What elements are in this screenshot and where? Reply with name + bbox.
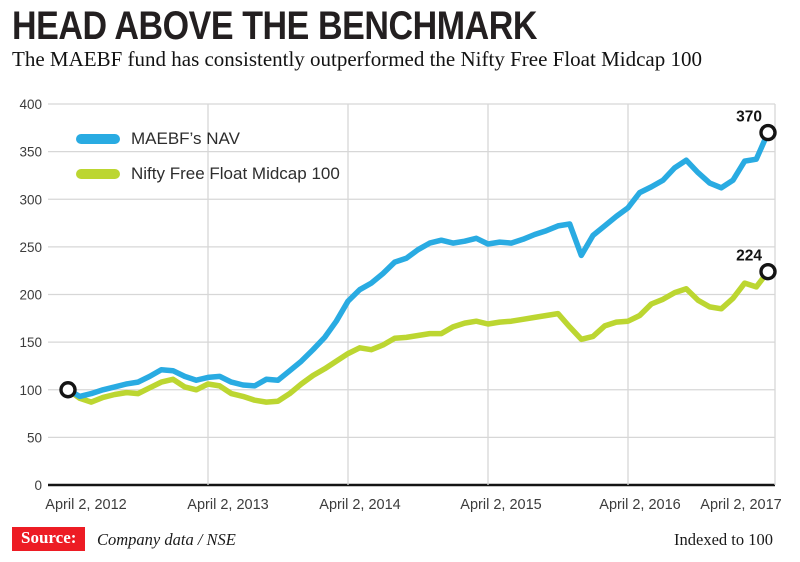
- x-axis-tick-label: April 2, 2016: [599, 497, 680, 513]
- y-axis-tick-label: 350: [19, 145, 42, 160]
- x-axis-tick-label: April 2, 2013: [187, 497, 268, 513]
- y-axis-tick-label: 300: [19, 192, 42, 207]
- legend-swatch-nifty-icon: [76, 168, 120, 179]
- end-point-marker: [759, 262, 777, 281]
- legend-label-maebf: MAEBF’s NAV: [131, 128, 240, 148]
- page-subtitle: The MAEBF fund has consistently outperfo…: [12, 47, 702, 71]
- y-axis-tick-label: 0: [34, 478, 42, 493]
- chart-legend: MAEBF’s NAV Nifty Free Float Midcap 100: [76, 121, 340, 191]
- legend-swatch-maebf-icon: [76, 133, 120, 144]
- page-title: HEAD ABOVE THE BENCHMARK: [12, 4, 538, 48]
- end-point-marker: [759, 123, 777, 142]
- legend-item-nifty: Nifty Free Float Midcap 100: [76, 156, 340, 191]
- y-axis-tick-label: 150: [19, 335, 42, 350]
- legend-label-nifty: Nifty Free Float Midcap 100: [131, 163, 340, 183]
- legend-item-maebf: MAEBF’s NAV: [76, 121, 340, 156]
- x-axis-tick-label: April 2, 2015: [460, 497, 541, 513]
- y-axis-tick-label: 200: [19, 288, 42, 303]
- end-value-label: 370: [736, 109, 762, 126]
- x-axis-tick-label: April 2, 2014: [319, 497, 400, 513]
- y-axis-tick-label: 400: [19, 97, 42, 112]
- y-axis-tick-label: 100: [19, 383, 42, 398]
- source-label: Source:: [12, 527, 86, 551]
- series-line: [65, 268, 771, 405]
- indexed-note: Indexed to 100: [674, 530, 773, 549]
- x-axis-tick-label: April 2, 2017: [700, 497, 781, 513]
- start-point-marker: [59, 381, 77, 399]
- series-line: [65, 129, 771, 400]
- y-axis-tick-label: 250: [19, 240, 42, 255]
- source-value: Company data / NSE: [97, 530, 236, 549]
- x-axis-tick-label: April 2, 2012: [45, 497, 126, 513]
- end-value-label: 224: [736, 248, 762, 265]
- y-axis-tick-label: 50: [27, 430, 42, 445]
